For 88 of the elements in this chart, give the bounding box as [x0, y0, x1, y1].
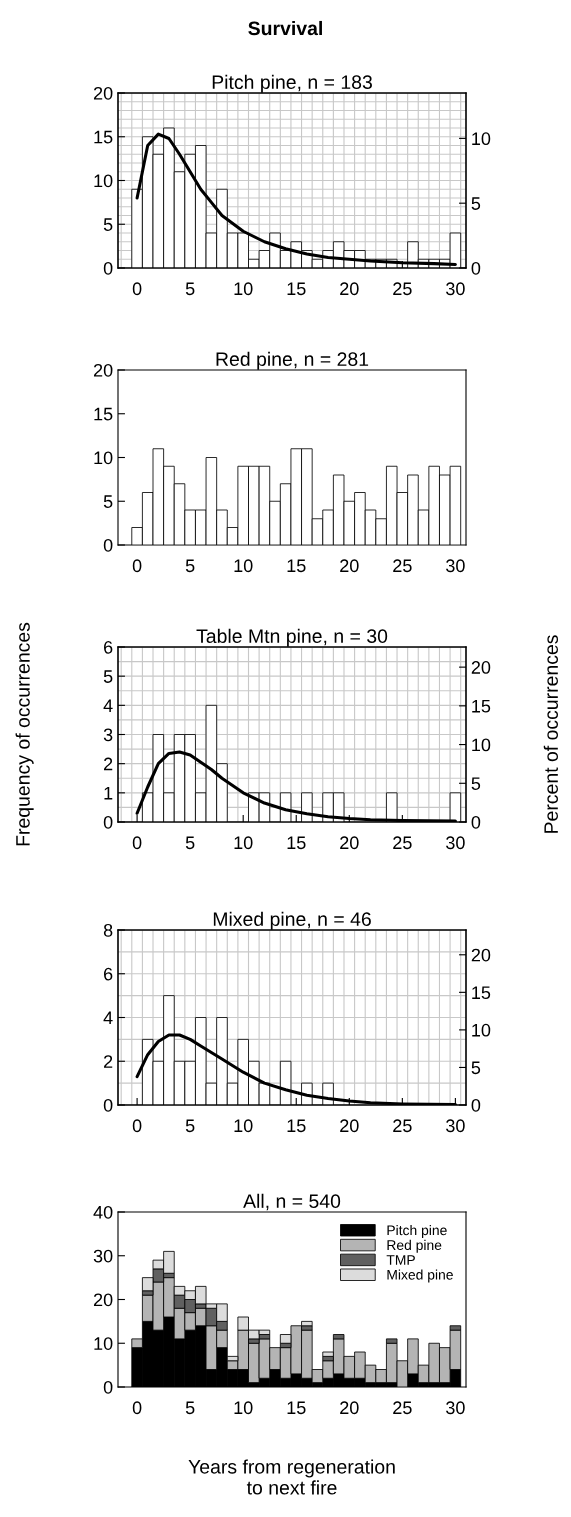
- x-tick-label: 10: [234, 1119, 253, 1133]
- y-tick-label: 1: [104, 786, 113, 800]
- y-tick-label: 0: [103, 1380, 113, 1394]
- y2-tick-label: 20: [471, 948, 491, 962]
- chart-title: Survival: [248, 20, 322, 36]
- y2-tick-label: 10: [472, 738, 491, 752]
- x-tick-label: 5: [185, 1401, 195, 1415]
- y2-axis-title: Percent of occurrences: [543, 635, 558, 833]
- y-tick-label: 4: [103, 1011, 113, 1025]
- y2-tick-label: 0: [471, 815, 481, 829]
- x-tick-label: 20: [340, 836, 359, 850]
- y2-tick-label: 20: [471, 661, 491, 674]
- y-tick-label: 5: [103, 218, 113, 231]
- y2-tick-label: 5: [471, 197, 481, 210]
- chart-subtitle: Pitch pine, n = 183: [212, 74, 372, 93]
- y-tick-label: 2: [104, 1055, 113, 1068]
- x-tick-label: 15: [287, 1401, 306, 1415]
- y-tick-label: 10: [94, 451, 113, 465]
- x-tick-label: 5: [185, 836, 195, 850]
- chart-subtitle: Mixed pine, n = 46: [213, 911, 371, 930]
- x-tick-label: 15: [287, 1119, 306, 1133]
- chart-subtitle: Table Mtn pine, n = 30: [196, 628, 388, 647]
- legend-label: TMP: [386, 1255, 415, 1265]
- x-tick-label: 30: [446, 282, 465, 296]
- x-tick-label: 20: [340, 1119, 359, 1133]
- x-tick-label: 10: [234, 559, 253, 573]
- x-tick-label: 10: [234, 836, 253, 850]
- y-tick-label: 6: [104, 967, 113, 981]
- y-tick-label: 4: [103, 699, 113, 712]
- y-tick-label: 6: [104, 640, 113, 654]
- x-tick-label: 30: [446, 1401, 465, 1415]
- y-axis-title: Frequency of occurrences: [15, 622, 34, 846]
- legend-label: Mixed pine: [387, 1269, 453, 1283]
- y-tick-label: 5: [103, 495, 113, 508]
- y2-tick-label: 15: [472, 986, 491, 1000]
- x-tick-label: 15: [287, 836, 306, 850]
- x-tick-label: 0: [132, 559, 142, 573]
- y-tick-label: 20: [93, 86, 113, 100]
- x-tick-label: 20: [340, 1401, 359, 1415]
- x-tick-label: 0: [132, 282, 142, 296]
- y-tick-label: 0: [103, 1098, 113, 1112]
- x-tick-label: 15: [287, 559, 306, 573]
- y-tick-label: 2: [104, 757, 113, 771]
- y-tick-label: 15: [94, 407, 113, 421]
- chart-subtitle: All, n = 540: [243, 1193, 341, 1211]
- y2-tick-label: 10: [472, 1023, 491, 1037]
- x-tick-label: 30: [446, 559, 465, 573]
- x-tick-label: 25: [393, 836, 412, 850]
- x-tick-label: 5: [185, 282, 195, 296]
- x-tick-label: 5: [185, 1119, 195, 1133]
- y2-tick-label: 10: [472, 132, 491, 146]
- y-tick-label: 8: [103, 923, 113, 937]
- y-tick-label: 20: [93, 1293, 113, 1307]
- y2-tick-label: 0: [471, 1098, 481, 1112]
- x-tick-label: 0: [132, 1119, 142, 1133]
- y-tick-label: 0: [103, 815, 113, 829]
- x-tick-label: 0: [132, 1401, 142, 1415]
- legend-label: Red pine: [387, 1239, 442, 1253]
- y2-tick-label: 5: [471, 777, 481, 790]
- y-tick-label: 20: [93, 363, 113, 377]
- x-axis-title: Years from regeneration to next fire: [188, 1459, 395, 1495]
- x-tick-label: 25: [393, 1401, 412, 1415]
- y-tick-label: 3: [103, 728, 113, 742]
- y-tick-label: 0: [103, 538, 113, 552]
- y-tick-label: 10: [94, 174, 113, 188]
- x-tick-label: 20: [340, 282, 359, 296]
- x-tick-label: 30: [446, 836, 465, 850]
- x-tick-label: 25: [393, 282, 412, 296]
- y-tick-label: 40: [93, 1205, 113, 1219]
- y-tick-label: 0: [103, 261, 113, 275]
- y2-tick-label: 15: [472, 699, 491, 713]
- x-tick-label: 25: [393, 1119, 412, 1133]
- y-tick-label: 30: [93, 1249, 113, 1263]
- x-tick-label: 10: [234, 1401, 253, 1415]
- x-tick-label: 20: [340, 559, 359, 573]
- y-tick-label: 15: [94, 130, 113, 144]
- x-tick-label: 10: [234, 282, 253, 296]
- legend-label: Pitch pine: [387, 1224, 447, 1238]
- y2-tick-label: 0: [471, 261, 481, 275]
- x-tick-label: 25: [393, 559, 412, 573]
- x-tick-label: 0: [132, 836, 142, 850]
- x-tick-label: 5: [185, 559, 195, 573]
- chart-subtitle: Red pine, n = 281: [216, 351, 369, 370]
- x-tick-label: 30: [446, 1119, 465, 1133]
- y-tick-label: 5: [103, 670, 113, 683]
- y-tick-label: 10: [94, 1337, 113, 1350]
- y2-tick-label: 5: [471, 1061, 481, 1075]
- x-tick-label: 15: [287, 282, 306, 296]
